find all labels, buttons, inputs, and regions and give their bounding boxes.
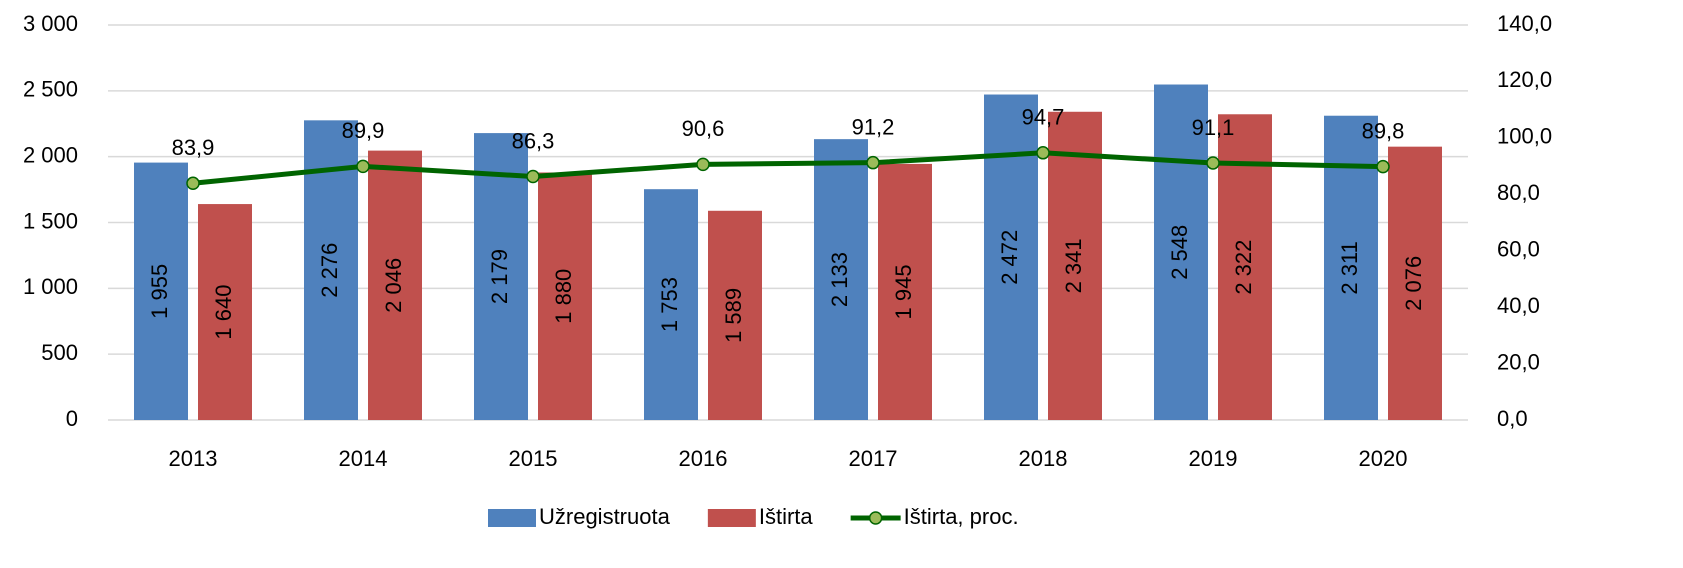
bar-value-label: 2 276 xyxy=(317,243,342,298)
line-value-label: 90,6 xyxy=(682,116,725,141)
y2-tick-label: 80,0 xyxy=(1497,180,1540,205)
y-tick-label: 1 000 xyxy=(23,274,78,299)
x-tick-label: 2018 xyxy=(1019,446,1068,471)
y2-tick-label: 60,0 xyxy=(1497,237,1540,262)
y-tick-label: 2 000 xyxy=(23,142,78,167)
bar-value-label: 2 548 xyxy=(1167,225,1192,280)
x-tick-label: 2013 xyxy=(169,446,218,471)
y-tick-label: 1 500 xyxy=(23,208,78,233)
y-tick-label: 2 500 xyxy=(23,77,78,102)
bar-value-label: 1 753 xyxy=(657,277,682,332)
line-value-label: 91,1 xyxy=(1192,115,1235,140)
legend-swatch xyxy=(488,509,536,527)
y2-tick-label: 120,0 xyxy=(1497,67,1552,92)
bar xyxy=(134,162,188,420)
bar xyxy=(708,210,762,420)
y2-tick-label: 100,0 xyxy=(1497,124,1552,149)
legend-label: Užregistruota xyxy=(539,504,671,529)
y2-tick-label: 40,0 xyxy=(1497,293,1540,318)
bar-value-label: 1 880 xyxy=(551,269,576,324)
line-marker xyxy=(866,155,880,170)
x-tick-label: 2015 xyxy=(509,446,558,471)
line-marker xyxy=(1376,159,1390,174)
y-tick-label: 500 xyxy=(41,340,78,365)
bar xyxy=(984,94,1038,421)
x-tick-label: 2017 xyxy=(849,446,898,471)
line-marker xyxy=(186,176,200,191)
line-value-label: 89,8 xyxy=(1362,118,1405,143)
bar-value-label: 1 589 xyxy=(721,288,746,343)
bar-value-label: 2 341 xyxy=(1061,238,1086,293)
y2-tick-label: 140,0 xyxy=(1497,11,1552,36)
legend-marker xyxy=(868,511,883,525)
line-value-label: 89,9 xyxy=(342,118,385,143)
x-tick-label: 2019 xyxy=(1189,446,1238,471)
line-marker xyxy=(1036,146,1050,160)
bar xyxy=(814,139,868,420)
bar-value-label: 2 076 xyxy=(1401,256,1426,311)
line xyxy=(192,150,1384,186)
legend-label: Ištirta, proc. xyxy=(904,504,1019,529)
bar-value-label: 2 046 xyxy=(381,258,406,313)
bar xyxy=(1048,111,1102,420)
bar-value-label: 1 640 xyxy=(211,285,236,340)
bar xyxy=(1388,146,1442,420)
x-tick-label: 2020 xyxy=(1359,446,1408,471)
bar-value-label: 2 179 xyxy=(487,249,512,304)
line-marker xyxy=(1206,156,1220,170)
line-value-label: 94,7 xyxy=(1022,105,1065,130)
legend-label: Ištirta xyxy=(759,504,814,529)
line-marker xyxy=(356,159,370,174)
line-value-label: 86,3 xyxy=(512,128,555,153)
bar xyxy=(474,133,528,420)
bar xyxy=(538,172,592,420)
bar-value-label: 1 955 xyxy=(147,264,172,319)
x-tick-label: 2016 xyxy=(679,446,728,471)
y-tick-label: 3 000 xyxy=(23,11,78,36)
x-tick-label: 2014 xyxy=(339,446,388,471)
bar xyxy=(878,163,932,421)
line-value-label: 83,9 xyxy=(172,135,215,160)
y2-tick-label: 20,0 xyxy=(1497,349,1540,374)
line-value-label: 91,2 xyxy=(852,114,895,139)
line-marker xyxy=(696,157,710,172)
bar xyxy=(198,204,252,420)
line-marker xyxy=(526,169,540,184)
bar-value-label: 2 322 xyxy=(1231,240,1256,295)
bar xyxy=(1154,84,1208,420)
bar-value-label: 2 472 xyxy=(997,230,1022,285)
bar xyxy=(368,150,422,421)
legend-swatch xyxy=(707,509,756,527)
bar-value-label: 2 311 xyxy=(1337,241,1362,294)
bar xyxy=(644,189,698,420)
bar-value-label: 2 133 xyxy=(827,252,852,307)
bar-value-label: 1 945 xyxy=(891,264,916,319)
y-tick-label: 0 xyxy=(66,406,78,431)
y2-tick-label: 0,0 xyxy=(1497,406,1528,431)
